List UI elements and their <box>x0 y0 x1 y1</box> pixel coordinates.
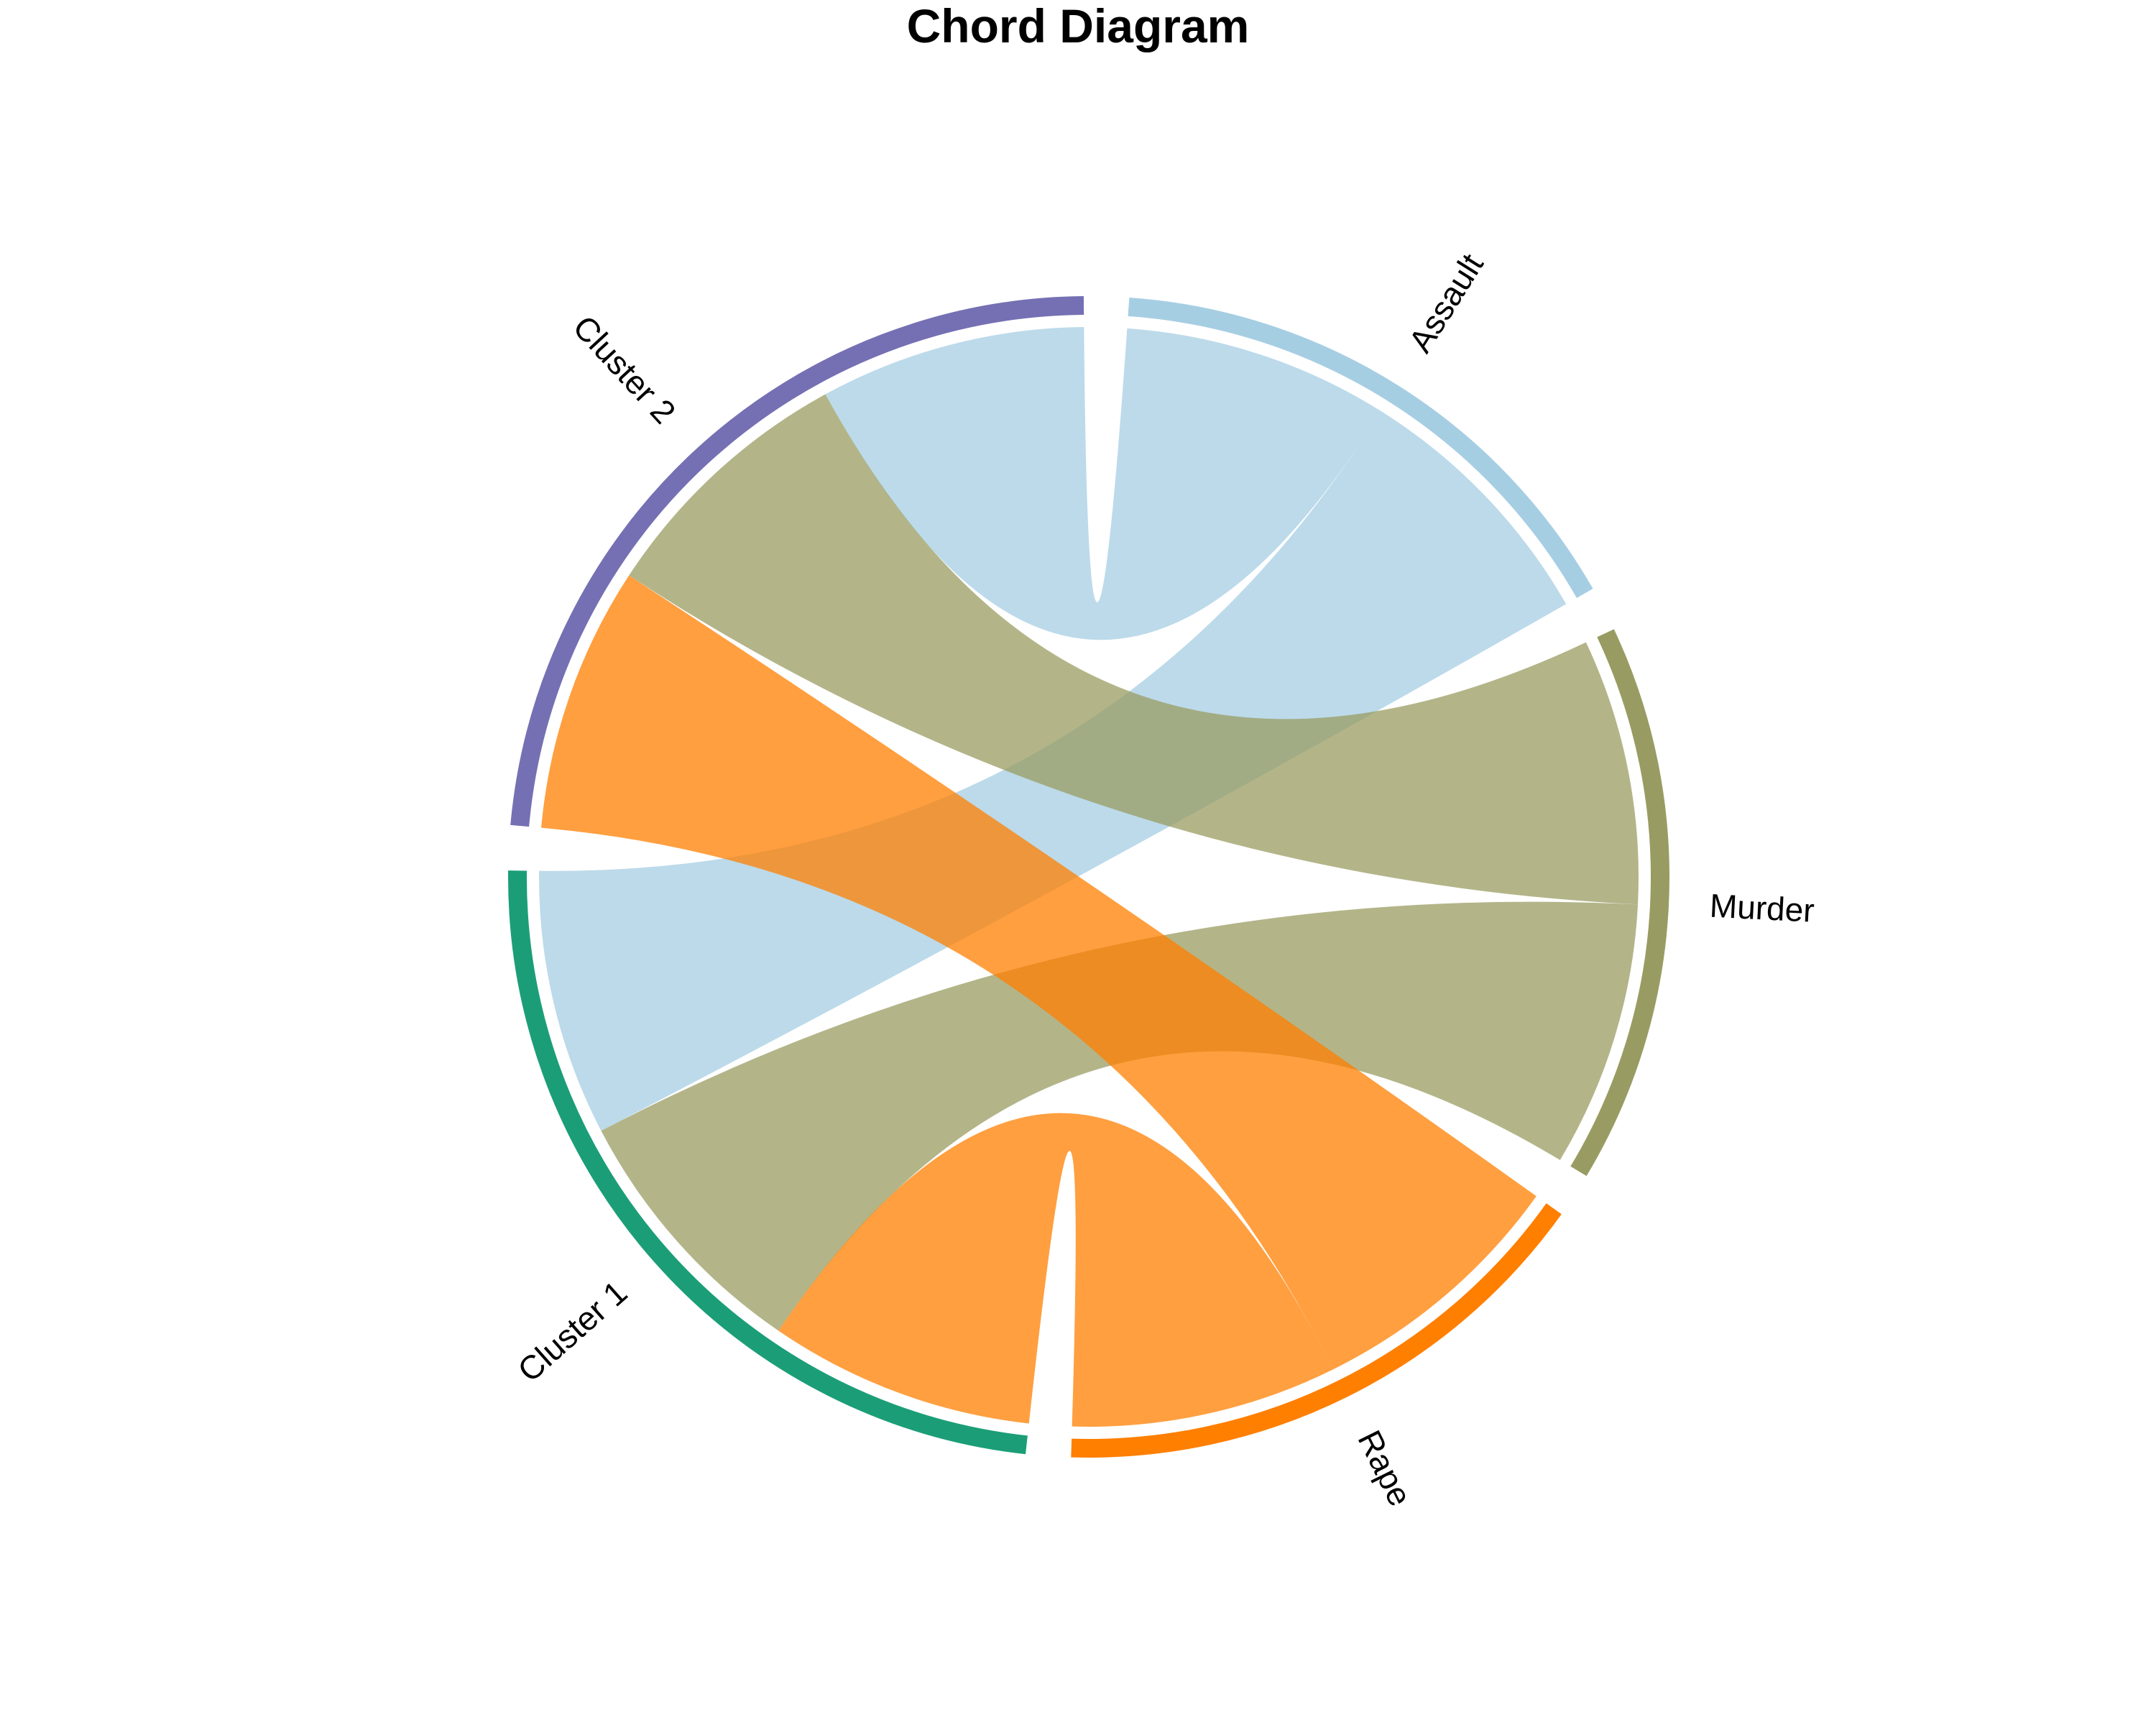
chord-link-murder-cluster-2 <box>629 394 1639 905</box>
chord-links <box>539 327 1639 1427</box>
chart-title: Chord Diagram <box>906 0 1250 52</box>
chord-link-assault-cluster-2 <box>825 327 1381 640</box>
sector-tracks <box>508 296 1669 1458</box>
sector-track-cluster-2 <box>510 296 1084 827</box>
sector-track-rape <box>1071 1203 1562 1458</box>
chord-link-rape-cluster-1 <box>778 1113 1333 1427</box>
sector-track-cluster-1 <box>508 870 1028 1455</box>
chord-link-rape-cluster-2 <box>541 575 1537 1370</box>
sector-label-murder: Murder <box>1709 887 1815 929</box>
sector-track-murder <box>1570 629 1669 1177</box>
chord-link-murder-cluster-1 <box>601 901 1639 1331</box>
sector-track-assault <box>1128 297 1593 598</box>
sector-label-rape: Rape <box>1350 1425 1419 1512</box>
sector-label-assault: Assault <box>1401 247 1491 359</box>
sector-label-cluster-1: Cluster 1 <box>510 1274 634 1389</box>
sector-label-cluster-2: Cluster 2 <box>566 308 683 431</box>
